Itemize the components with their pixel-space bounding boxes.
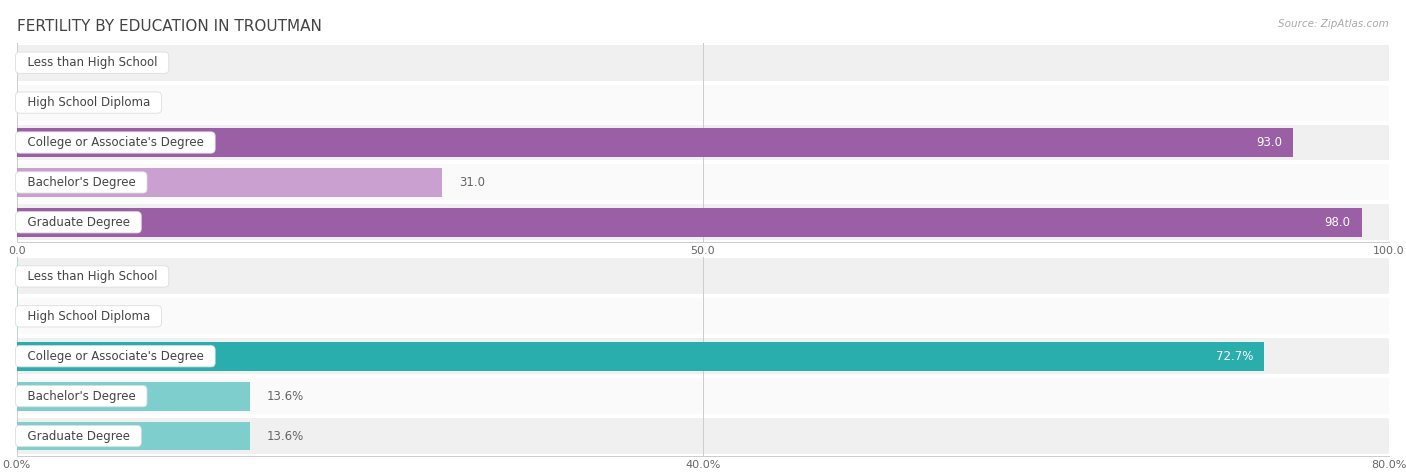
Text: 13.6%: 13.6% bbox=[267, 390, 304, 403]
Bar bbox=[17, 208, 1361, 237]
Text: High School Diploma: High School Diploma bbox=[20, 96, 157, 109]
Bar bbox=[17, 258, 1389, 294]
Text: High School Diploma: High School Diploma bbox=[20, 310, 157, 323]
Text: 0.0%: 0.0% bbox=[34, 310, 63, 323]
Bar bbox=[17, 124, 1389, 161]
Text: Source: ZipAtlas.com: Source: ZipAtlas.com bbox=[1278, 19, 1389, 29]
Bar bbox=[17, 164, 1389, 200]
Text: Less than High School: Less than High School bbox=[20, 56, 165, 69]
Text: College or Associate's Degree: College or Associate's Degree bbox=[20, 350, 211, 363]
Text: 0.0: 0.0 bbox=[34, 56, 52, 69]
Bar bbox=[17, 85, 1389, 121]
Text: FERTILITY BY EDUCATION IN TROUTMAN: FERTILITY BY EDUCATION IN TROUTMAN bbox=[17, 19, 322, 34]
Text: Less than High School: Less than High School bbox=[20, 270, 165, 283]
Bar bbox=[17, 298, 1389, 334]
Bar bbox=[17, 418, 1389, 454]
Text: College or Associate's Degree: College or Associate's Degree bbox=[20, 136, 211, 149]
Text: 13.6%: 13.6% bbox=[267, 429, 304, 443]
Bar bbox=[17, 382, 250, 410]
Bar bbox=[17, 378, 1389, 414]
Text: Graduate Degree: Graduate Degree bbox=[20, 216, 138, 229]
Text: 31.0: 31.0 bbox=[458, 176, 485, 189]
Text: 0.0%: 0.0% bbox=[34, 270, 63, 283]
Text: 72.7%: 72.7% bbox=[1216, 350, 1253, 363]
Bar bbox=[17, 45, 1389, 81]
Text: 98.0: 98.0 bbox=[1324, 216, 1351, 229]
Text: Bachelor's Degree: Bachelor's Degree bbox=[20, 390, 143, 403]
Text: 0.0: 0.0 bbox=[34, 96, 52, 109]
Bar bbox=[17, 422, 250, 450]
Bar bbox=[17, 204, 1389, 240]
Text: Bachelor's Degree: Bachelor's Degree bbox=[20, 176, 143, 189]
Text: 93.0: 93.0 bbox=[1256, 136, 1282, 149]
Bar bbox=[17, 128, 1294, 157]
Bar bbox=[17, 338, 1389, 374]
Bar bbox=[17, 342, 1264, 370]
Text: Graduate Degree: Graduate Degree bbox=[20, 429, 138, 443]
Bar bbox=[17, 168, 443, 197]
